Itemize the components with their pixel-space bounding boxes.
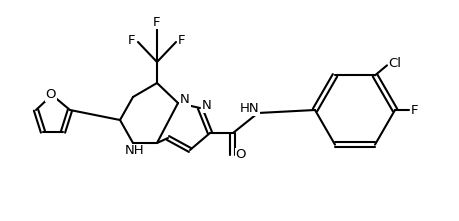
Text: F: F: [128, 34, 135, 46]
Text: Cl: Cl: [388, 57, 401, 70]
Text: O: O: [235, 149, 246, 162]
Text: F: F: [153, 15, 160, 29]
Text: F: F: [178, 34, 185, 46]
Text: HN: HN: [240, 103, 259, 116]
Text: F: F: [410, 103, 418, 116]
Text: NH: NH: [125, 145, 145, 158]
Text: N: N: [202, 99, 212, 112]
Text: O: O: [45, 88, 56, 101]
Text: N: N: [180, 93, 190, 107]
